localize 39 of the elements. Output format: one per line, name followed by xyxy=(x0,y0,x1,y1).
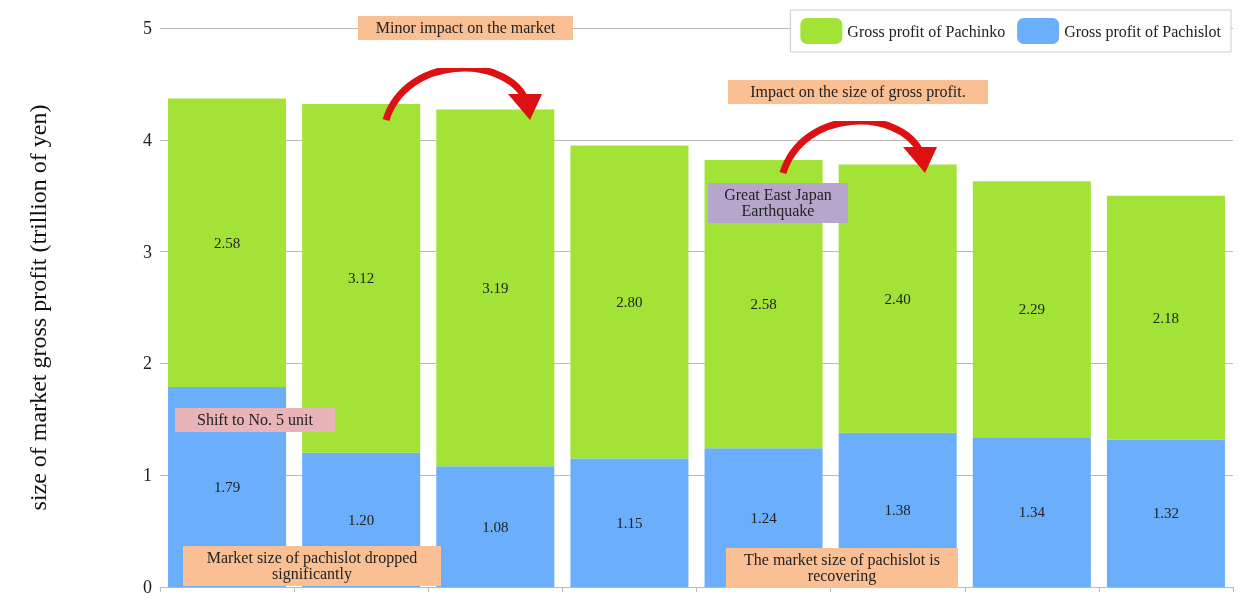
data-label: 2.58 xyxy=(213,234,241,251)
annotation: Impact on the size of gross profit. xyxy=(728,80,988,104)
data-label: 1.24 xyxy=(750,509,778,526)
data-label: 1.79 xyxy=(213,478,241,495)
data-label: 3.19 xyxy=(482,279,509,296)
data-label: 1.38 xyxy=(884,501,911,518)
data-label: 1.32 xyxy=(1152,505,1180,522)
data-label: 2.18 xyxy=(1152,309,1180,326)
y-tick-label: 1 xyxy=(143,465,152,486)
bar xyxy=(972,181,1091,438)
annotation: Market size of pachislot dropped significantly xyxy=(183,546,441,586)
y-tick-label: 4 xyxy=(143,129,152,150)
data-label: 1.15 xyxy=(616,514,643,531)
bar xyxy=(168,98,287,387)
data-label: 1.08 xyxy=(482,518,509,535)
y-tick-label: 3 xyxy=(143,241,152,262)
data-label: 2.29 xyxy=(1018,301,1045,318)
annotation: Shift to No. 5 unit xyxy=(175,408,335,432)
annotation: Minor impact on the market xyxy=(358,16,573,40)
y-axis-title: size of market gross profit (trillion of yen) xyxy=(25,104,51,511)
bar xyxy=(1106,439,1225,587)
bar xyxy=(436,466,555,587)
data-label: 1.34 xyxy=(1018,504,1046,521)
bar xyxy=(1106,195,1225,440)
annotation: The market size of pachislot is recovering xyxy=(726,548,958,588)
bar xyxy=(570,145,689,459)
data-label: 2.80 xyxy=(616,293,643,310)
data-label: 3.12 xyxy=(348,270,375,287)
annotation: Great East Japan Earthquake xyxy=(708,183,848,223)
y-tick-label: 5 xyxy=(143,18,152,38)
legend-label: Gross profit of Pachinko xyxy=(847,22,1006,41)
data-label: 2.58 xyxy=(750,296,777,313)
y-tick-label: 2 xyxy=(143,353,152,374)
legend-label: Gross profit of Pachislot xyxy=(1064,22,1222,41)
bar xyxy=(570,458,689,587)
data-label: 2.40 xyxy=(884,290,911,307)
data-label: 1.20 xyxy=(348,511,375,528)
bar xyxy=(972,437,1091,587)
y-tick-label: 0 xyxy=(143,577,152,597)
